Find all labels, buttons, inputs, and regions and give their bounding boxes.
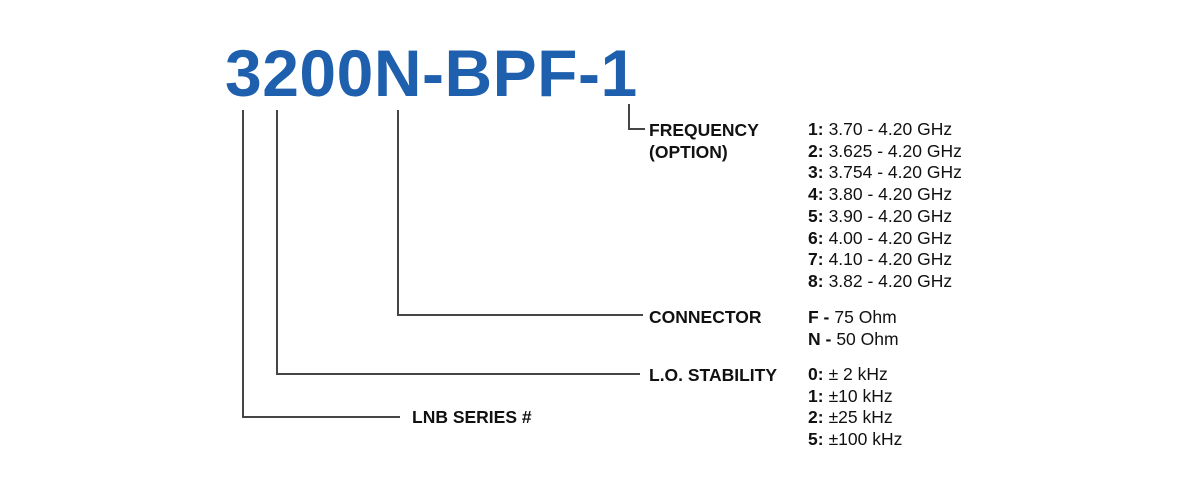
lo-stability-option-list: 0: ± 2 kHz 1: ±10 kHz 2: ±25 kHz 5: ±100 kHz [808,364,902,451]
option-value: ±100 kHz [828,429,903,450]
lo-stability-option-row: 5: ±100 kHz [808,429,902,451]
option-value: 75 Ohm [834,307,897,327]
lo-stability-option-row: 0: ± 2 kHz [808,364,902,386]
option-value: 50 Ohm [836,329,899,349]
lo-stability-option-row: 2: ±25 kHz [808,407,902,429]
frequency-option-row: 1: 3.70 - 4.20 GHz [808,119,962,141]
option-key: 6: [808,227,824,248]
option-key: 1: [808,119,824,139]
option-key: 5: [808,205,824,226]
lnb-series-label: LNB SERIES # [412,407,532,427]
lo-stability-label: L.O. STABILITY [649,365,778,385]
frequency-option-row: 5: 3.90 - 4.20 GHz [808,206,962,228]
connector-option-row: F -75 Ohm [808,306,899,328]
option-value: 4.10 - 4.20 GHz [828,249,953,270]
connector-label: CONNECTOR [649,307,762,327]
connector-bracket-line [397,110,643,316]
option-key: 8: [808,270,824,291]
frequency-label-line1: FREQUENCY [649,120,759,140]
frequency-option-row: 4: 3.80 - 4.20 GHz [808,184,962,206]
frequency-option-row: 6: 4.00 - 4.20 GHz [808,228,962,250]
connector-option-row: N -50 Ohm [808,328,899,350]
option-value: ±10 kHz [828,385,893,406]
frequency-bracket-line [628,104,645,130]
option-value: ±25 kHz [828,407,893,428]
option-value: ± 2 kHz [828,364,888,384]
option-key: F - [808,307,830,327]
option-key: 3: [808,162,824,183]
option-value: 3.625 - 4.20 GHz [828,140,962,161]
lo-stability-option-row: 1: ±10 kHz [808,386,902,408]
frequency-option-row: 3: 3.754 - 4.20 GHz [808,162,962,184]
option-key: 0: [808,364,824,384]
option-key: N - [808,329,832,349]
frequency-label-line2: (OPTION) [649,142,728,162]
part-number-title: 3200N-BPF-1 [225,36,638,110]
frequency-option-row: 8: 3.82 - 4.20 GHz [808,271,962,293]
option-value: 3.90 - 4.20 GHz [828,205,953,226]
option-key: 5: [808,429,824,450]
option-key: 1: [808,385,824,406]
connector-option-list: F -75 Ohm N -50 Ohm [808,306,899,350]
option-key: 2: [808,407,824,428]
option-value: 4.00 - 4.20 GHz [828,227,953,248]
frequency-option-row: 2: 3.625 - 4.20 GHz [808,141,962,163]
frequency-option-row: 7: 4.10 - 4.20 GHz [808,249,962,271]
option-value: 3.70 - 4.20 GHz [828,119,953,139]
option-value: 3.82 - 4.20 GHz [828,270,953,291]
option-key: 7: [808,249,824,270]
option-key: 4: [808,184,824,205]
option-key: 2: [808,140,824,161]
option-value: 3.80 - 4.20 GHz [828,184,953,205]
frequency-option-list: 1: 3.70 - 4.20 GHz 2: 3.625 - 4.20 GHz 3: 3… [808,119,962,293]
frequency-label: FREQUENCY (OPTION) [649,119,759,163]
lnb-series-bracket-line [242,110,400,418]
lo-stability-bracket-line [276,110,640,375]
option-value: 3.754 - 4.20 GHz [828,162,962,183]
